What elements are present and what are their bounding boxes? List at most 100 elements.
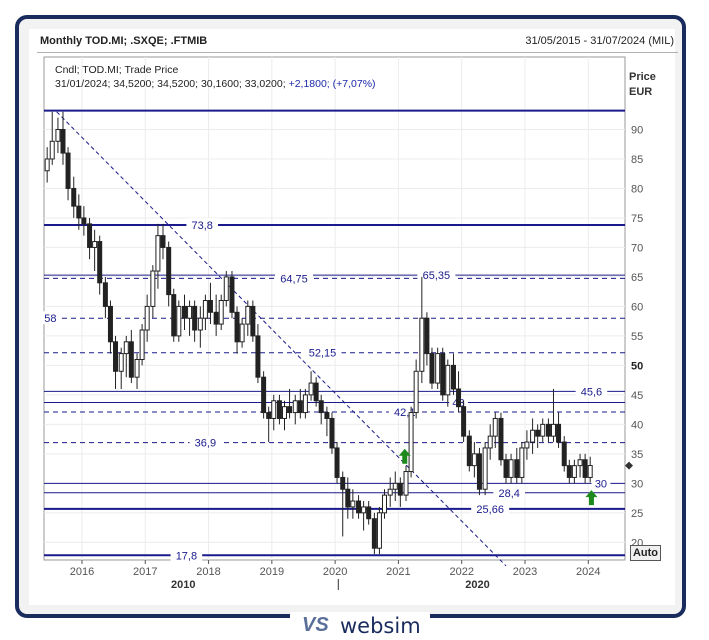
candle-body [187, 305, 193, 319]
candle-body [345, 488, 351, 508]
candle-body [245, 305, 251, 325]
y-tick-label: 45 [631, 390, 643, 402]
y-tick-label: 50 [631, 360, 643, 372]
level-label: 28,4 [498, 488, 519, 500]
y-tick-label: 60 [631, 301, 643, 313]
candle-body [292, 400, 298, 414]
y-tick-label: 25 [631, 508, 643, 520]
price-change: +2,1800; (+7,07%) [288, 78, 376, 90]
candle-body [340, 476, 346, 490]
candle-body [429, 353, 435, 384]
websim-logo-mark: VS [302, 614, 329, 636]
level-label-bg [575, 384, 608, 398]
candle-body [218, 300, 224, 325]
candle-body [408, 412, 414, 473]
candle-body [166, 246, 172, 296]
y-tick-label: 70 [631, 242, 643, 254]
candle-body [223, 276, 229, 302]
candle-body [498, 417, 504, 461]
candle-body [297, 400, 303, 414]
x-tick-label: 2017 [133, 566, 157, 578]
ohlc-values: 31/01/2024; 34,5200; 34,5200; 30,1600; 3… [55, 78, 286, 90]
candle-body [239, 323, 245, 343]
overview-year-label: 2020 [465, 579, 489, 591]
y-tick-label: 55 [631, 331, 643, 343]
candle-body [545, 423, 551, 437]
last-price-marker [625, 461, 633, 470]
candle-body [150, 270, 156, 307]
candle-body [350, 500, 356, 508]
candle-body [308, 382, 314, 396]
candle-body [403, 471, 409, 496]
level-label: 36,9 [195, 438, 216, 450]
candle-body [113, 341, 119, 372]
candle-body [419, 317, 425, 372]
candle-body [60, 128, 66, 154]
level-label-bg [303, 345, 342, 359]
candle-body [44, 158, 50, 172]
candle-body [92, 241, 98, 248]
websim-logo: VS websim [0, 610, 709, 640]
level-label-bg [591, 476, 611, 490]
candle-body [361, 506, 367, 514]
candle-body [118, 353, 124, 372]
candle-body [276, 400, 282, 419]
level-label: 64,75 [280, 273, 308, 285]
candle-body [466, 435, 472, 467]
candle-body [482, 447, 488, 490]
candle-body [556, 423, 562, 443]
candle-body [97, 241, 103, 284]
candle-body [524, 441, 530, 449]
candle-body [313, 382, 319, 402]
auto-scale-button[interactable]: Auto [630, 545, 661, 561]
candle-body [213, 311, 219, 325]
ohlc-readout: 31/01/2024; 34,5200; 34,5200; 30,1600; 3… [55, 78, 376, 90]
level-label: 17,8 [176, 550, 197, 562]
candle-body [261, 376, 267, 414]
candle-body [435, 353, 441, 384]
candle-body [445, 364, 451, 396]
candle-body [450, 364, 456, 390]
y-tick-label: 35 [631, 449, 643, 461]
candle-body [334, 447, 340, 478]
y-tick-label: 85 [631, 154, 643, 166]
candle-body [376, 512, 382, 549]
x-tick-label: 2023 [513, 566, 537, 578]
candle-body [424, 317, 430, 355]
currency-axis-label: EUR [629, 86, 652, 98]
level-label: 25,66 [476, 504, 504, 516]
candle-body [587, 465, 593, 478]
candle-body [65, 152, 71, 189]
candle-body [566, 465, 572, 478]
candle-body [550, 423, 556, 437]
y-tick-label: 65 [631, 272, 643, 284]
candle-body [202, 300, 208, 319]
candle-body [440, 353, 446, 396]
candle-body [207, 300, 213, 313]
level-label-bg [471, 501, 510, 515]
chart-title: Monthly TOD.MI; .SXQE; .FTMIB [40, 35, 208, 47]
series-label: Cndl; TOD.MI; Trade Price [55, 64, 179, 76]
candle-body [392, 482, 398, 490]
candle-body [81, 217, 87, 225]
x-tick-label: 2022 [449, 566, 473, 578]
trend-line [56, 111, 507, 567]
candle-body [182, 305, 188, 319]
candle-body [487, 435, 493, 449]
level-label-bg [186, 218, 219, 232]
candle-body [250, 305, 256, 337]
candle-body [535, 429, 541, 437]
x-tick-label: 2019 [260, 566, 284, 578]
candle-body [71, 187, 77, 207]
level-label: 52,15 [309, 348, 337, 360]
candle-body [128, 341, 134, 378]
candle-body [102, 282, 108, 307]
level-label: 45,6 [581, 386, 602, 398]
candle-body [176, 305, 182, 337]
candle-body [366, 506, 372, 520]
candle-body [540, 423, 546, 437]
candle-body [229, 276, 235, 313]
candle-body [387, 488, 393, 496]
level-label-bg [40, 311, 60, 325]
